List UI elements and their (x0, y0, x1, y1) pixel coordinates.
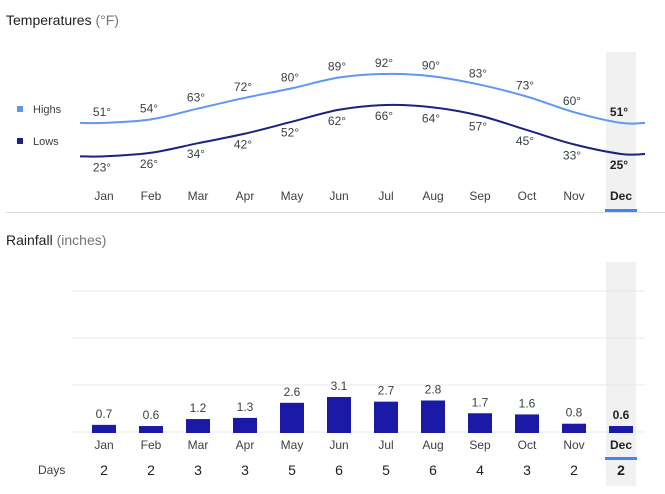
rain-month-label-jun: Jun (329, 438, 348, 452)
highs-label-sep: 83° (469, 67, 487, 81)
section-divider (6, 212, 665, 213)
rain-bar-oct (515, 414, 539, 433)
lows-label-nov: 33° (563, 148, 581, 162)
days-label: Days (38, 463, 66, 477)
highs-label-aug: 90° (422, 58, 440, 72)
lows-label-jun: 62° (328, 114, 346, 128)
days-value-nov: 2 (570, 462, 578, 478)
rain-bar-aug (421, 400, 445, 433)
temp-month-label-aug: Aug (422, 189, 443, 203)
rain-bar-jul (374, 401, 398, 433)
lows-label-jan: 23° (93, 160, 111, 174)
lows-label-sep: 57° (469, 120, 487, 134)
lows-label-feb: 26° (140, 157, 158, 171)
rain-bar-feb (139, 426, 163, 433)
lows-label-may: 52° (281, 126, 299, 140)
temp-month-label-feb: Feb (141, 189, 162, 203)
highs-legend-swatch (17, 106, 23, 112)
lows-label-dec: 25° (610, 158, 628, 172)
rain-month-label-dec: Dec (610, 438, 632, 452)
temp-month-label-oct: Oct (518, 189, 537, 203)
temp-month-label-jan: Jan (94, 189, 113, 203)
temp-month-label-mar: Mar (188, 189, 209, 203)
rain-month-label-jan: Jan (94, 438, 113, 452)
rain-bar-jan (92, 424, 116, 433)
days-value-may: 5 (288, 462, 296, 478)
days-value-jan: 2 (100, 462, 108, 478)
rain-value-label-apr: 1.3 (237, 400, 254, 414)
days-value-aug: 6 (429, 462, 437, 478)
highs-label-feb: 54° (140, 101, 158, 115)
lows-label-oct: 45° (516, 134, 534, 148)
highs-label-jan: 51° (93, 105, 111, 119)
rain-bar-jun (327, 396, 351, 433)
temperatures-title: Temperatures (°F) (6, 12, 119, 28)
rain-bar-apr (233, 417, 257, 433)
rain-value-label-dec: 0.6 (613, 408, 630, 422)
rain-value-label-oct: 1.6 (519, 396, 536, 410)
rain-month-label-may: May (281, 438, 304, 452)
days-value-apr: 3 (241, 462, 249, 478)
highs-label-apr: 72° (234, 80, 252, 94)
highs-label-nov: 60° (563, 94, 581, 108)
rain-month-label-oct: Oct (518, 438, 537, 452)
highs-label-oct: 73° (516, 79, 534, 93)
rain-value-label-may: 2.6 (284, 385, 301, 399)
temp-month-label-apr: Apr (236, 189, 255, 203)
rain-selected-underline (605, 457, 637, 460)
rain-value-label-sep: 1.7 (472, 395, 489, 409)
lows-legend-swatch (17, 138, 23, 144)
rain-month-label-sep: Sep (469, 438, 491, 452)
rain-month-label-aug: Aug (422, 438, 443, 452)
selected-column-bg (606, 262, 636, 486)
rain-bar-mar (186, 419, 210, 433)
rain-value-label-mar: 1.2 (190, 401, 207, 415)
rain-month-label-feb: Feb (141, 438, 162, 452)
highs-line (79, 72, 646, 125)
rain-value-label-nov: 0.8 (566, 406, 583, 420)
days-value-sep: 4 (476, 462, 484, 478)
rain-bar-sep (468, 413, 492, 433)
rain-bar-may (280, 402, 304, 433)
rain-value-label-jul: 2.7 (378, 384, 395, 398)
lows-label-aug: 64° (422, 111, 440, 125)
rain-month-label-jul: Jul (378, 438, 393, 452)
days-value-feb: 2 (147, 462, 155, 478)
days-value-oct: 3 (523, 462, 531, 478)
highs-label-may: 80° (281, 70, 299, 84)
lows-label-jul: 66° (375, 109, 393, 123)
days-value-mar: 3 (194, 462, 202, 478)
days-value-dec: 2 (617, 462, 625, 478)
temp-month-label-sep: Sep (469, 189, 491, 203)
highs-label-dec: 51° (610, 105, 628, 119)
temp-month-label-jun: Jun (329, 189, 348, 203)
rain-value-label-feb: 0.6 (143, 408, 160, 422)
lows-legend-label: Lows (33, 136, 59, 148)
lows-label-mar: 34° (187, 147, 205, 161)
highs-label-jul: 92° (375, 56, 393, 70)
rainfall-title: Rainfall (inches) (6, 232, 107, 248)
rain-month-label-mar: Mar (188, 438, 209, 452)
rain-month-label-apr: Apr (236, 438, 255, 452)
temp-month-label-may: May (281, 189, 304, 203)
highs-label-jun: 89° (328, 60, 346, 74)
rain-value-label-jan: 0.7 (96, 407, 113, 421)
rain-value-label-jun: 3.1 (331, 379, 348, 393)
selected-column-bg (606, 52, 636, 210)
temp-selected-underline (605, 209, 637, 212)
rain-bar-dec (609, 426, 633, 433)
rain-bar-nov (562, 423, 586, 433)
rain-value-label-aug: 2.8 (425, 382, 442, 396)
temp-month-label-dec: Dec (610, 189, 632, 203)
highs-label-mar: 63° (187, 91, 205, 105)
days-value-jul: 5 (382, 462, 390, 478)
highs-legend-label: Highs (33, 104, 62, 116)
temp-month-label-jul: Jul (378, 189, 393, 203)
rain-month-label-nov: Nov (563, 438, 584, 452)
temp-month-label-nov: Nov (563, 189, 584, 203)
lows-line (79, 103, 646, 158)
lows-label-apr: 42° (234, 138, 252, 152)
days-value-jun: 6 (335, 462, 343, 478)
